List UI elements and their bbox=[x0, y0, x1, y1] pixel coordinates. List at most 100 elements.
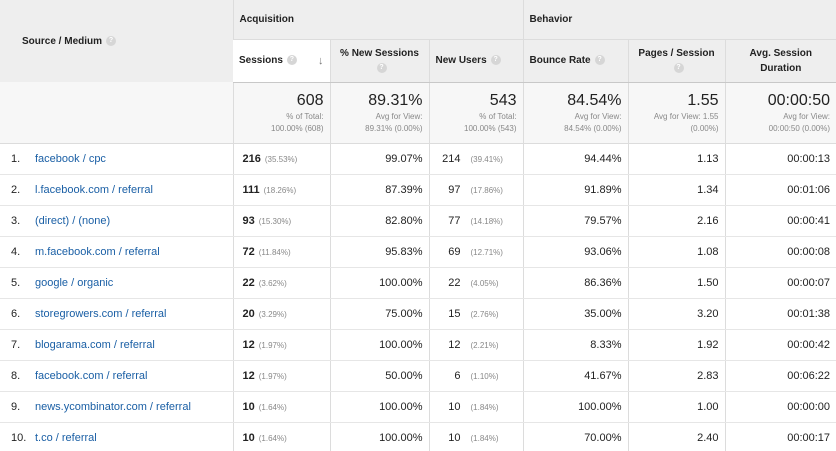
sessions-value: 12 bbox=[242, 369, 255, 382]
bounce-rate-cell: 8.33% bbox=[522, 329, 628, 361]
avg-duration-header[interactable]: Avg. Session Duration bbox=[724, 39, 836, 83]
avg-duration-cell: 00:00:00 bbox=[724, 391, 836, 423]
new-users-value: 77 bbox=[448, 214, 461, 227]
table-row: 8. facebook.com / referral 12 (1.97%) 50.0… bbox=[0, 360, 836, 392]
bounce-rate-cell: 70.00% bbox=[522, 422, 628, 451]
source-cell: 2. l.facebook.com / referral bbox=[0, 174, 233, 206]
source-link[interactable]: l.facebook.com / referral bbox=[35, 183, 153, 196]
sessions-percent: (1.64%) bbox=[258, 433, 287, 443]
sessions-cell: 12 (1.97%) bbox=[232, 329, 330, 361]
source-medium-header[interactable]: Source / Medium? bbox=[0, 0, 233, 82]
sessions-value: 216 bbox=[242, 152, 261, 165]
pages-session-cell: 1.92 bbox=[627, 329, 725, 361]
new-users-value: 10 bbox=[448, 431, 461, 444]
source-link[interactable]: t.co / referral bbox=[35, 431, 97, 444]
source-link[interactable]: news.ycombinator.com / referral bbox=[35, 400, 191, 413]
new-users-percent: (1.84%) bbox=[470, 433, 499, 443]
pages-session-cell: 3.20 bbox=[627, 298, 725, 330]
sessions-header[interactable]: Sessions? ↓ bbox=[233, 39, 330, 83]
sessions-percent: (1.64%) bbox=[258, 402, 287, 412]
pages-session-header[interactable]: Pages / Session? bbox=[627, 39, 725, 83]
source-link[interactable]: blogarama.com / referral bbox=[35, 338, 155, 351]
sessions-cell: 12 (1.97%) bbox=[232, 360, 330, 392]
new-users-value: 6 bbox=[454, 369, 461, 382]
source-link[interactable]: facebook.com / referral bbox=[35, 369, 148, 382]
sessions-percent: (1.97%) bbox=[258, 340, 287, 350]
new-sessions-header[interactable]: % New Sessions? bbox=[329, 39, 429, 83]
help-icon[interactable]: ? bbox=[376, 63, 387, 73]
new-sessions-cell: 95.83% bbox=[329, 236, 429, 268]
bounce-rate-cell: 35.00% bbox=[522, 298, 628, 330]
help-icon[interactable]: ? bbox=[594, 55, 605, 66]
help-icon[interactable]: ? bbox=[673, 63, 684, 73]
total-sessions: 608 % of Total: 100.00% (608) bbox=[232, 82, 330, 144]
new-sessions-cell: 82.80% bbox=[329, 205, 429, 237]
row-index: 1. bbox=[11, 152, 21, 165]
sessions-value: 20 bbox=[242, 307, 255, 320]
table-row: 4. m.facebook.com / referral 72 (11.84%) 9… bbox=[0, 236, 836, 268]
sessions-percent: (18.26%) bbox=[263, 185, 297, 195]
table-row: 3. (direct) / (none) 93 (15.30%) 82.80% 77… bbox=[0, 205, 836, 237]
new-sessions-cell: 99.07% bbox=[329, 143, 429, 175]
new-sessions-cell: 100.00% bbox=[329, 267, 429, 299]
pages-session-cell: 1.08 bbox=[627, 236, 725, 268]
totals-row: 608 % of Total: 100.00% (608) 89.31% Avg… bbox=[0, 82, 836, 144]
new-users-percent: (17.86%) bbox=[470, 185, 503, 195]
table-row: 1. facebook / cpc 216 (35.53%) 99.07% 214 (… bbox=[0, 143, 836, 175]
avg-duration-cell: 00:01:06 bbox=[724, 174, 836, 206]
table-row: 2. l.facebook.com / referral 111 (18.26%) … bbox=[0, 174, 836, 206]
sessions-cell: 93 (15.30%) bbox=[232, 205, 330, 237]
source-cell: 10. t.co / referral bbox=[0, 422, 233, 451]
source-link[interactable]: (direct) / (none) bbox=[35, 214, 111, 227]
new-users-cell: 97 (17.86%) bbox=[428, 174, 523, 206]
row-index: 2. bbox=[11, 183, 21, 196]
source-link[interactable]: m.facebook.com / referral bbox=[35, 245, 160, 258]
avg-duration-cell: 00:00:42 bbox=[724, 329, 836, 361]
sessions-value: 10 bbox=[242, 400, 255, 413]
row-index: 7. bbox=[11, 338, 21, 351]
new-users-percent: (1.84%) bbox=[470, 402, 499, 412]
pages-session-cell: 1.00 bbox=[627, 391, 725, 423]
source-link[interactable]: storegrowers.com / referral bbox=[35, 307, 167, 320]
source-cell: 4. m.facebook.com / referral bbox=[0, 236, 233, 268]
help-icon[interactable]: ? bbox=[286, 54, 297, 65]
new-users-value: 22 bbox=[448, 276, 461, 289]
bounce-rate-header[interactable]: Bounce Rate? bbox=[522, 39, 628, 83]
bounce-rate-cell: 100.00% bbox=[522, 391, 628, 423]
avg-duration-cell: 00:01:38 bbox=[724, 298, 836, 330]
new-users-percent: (14.18%) bbox=[470, 216, 503, 226]
source-link[interactable]: facebook / cpc bbox=[35, 152, 106, 165]
new-sessions-cell: 100.00% bbox=[329, 422, 429, 451]
sessions-value: 12 bbox=[242, 338, 255, 351]
new-users-cell: 15 (2.76%) bbox=[428, 298, 523, 330]
pages-session-cell: 1.34 bbox=[627, 174, 725, 206]
new-users-cell: 10 (1.84%) bbox=[428, 422, 523, 451]
new-users-percent: (4.05%) bbox=[470, 278, 499, 288]
sessions-percent: (3.29%) bbox=[258, 309, 287, 319]
help-icon[interactable]: ? bbox=[490, 55, 501, 66]
source-link[interactable]: google / organic bbox=[35, 276, 114, 289]
new-users-header[interactable]: New Users? bbox=[428, 39, 523, 83]
total-new-sessions: 89.31% Avg for View: 89.31% (0.00%) bbox=[329, 82, 429, 144]
new-users-value: 15 bbox=[448, 307, 461, 320]
table-row: 9. news.ycombinator.com / referral 10 (1.6… bbox=[0, 391, 836, 423]
sessions-value: 72 bbox=[242, 245, 255, 258]
sessions-percent: (15.30%) bbox=[258, 216, 292, 226]
new-users-percent: (2.21%) bbox=[470, 340, 499, 350]
table-row: 6. storegrowers.com / referral 20 (3.29%) … bbox=[0, 298, 836, 330]
new-sessions-cell: 75.00% bbox=[329, 298, 429, 330]
new-users-percent: (1.10%) bbox=[470, 371, 499, 381]
row-index: 9. bbox=[11, 400, 21, 413]
new-users-cell: 69 (12.71%) bbox=[428, 236, 523, 268]
source-cell: 6. storegrowers.com / referral bbox=[0, 298, 233, 330]
sort-desc-icon[interactable]: ↓ bbox=[318, 54, 324, 67]
sessions-cell: 111 (18.26%) bbox=[232, 174, 330, 206]
pages-session-cell: 1.13 bbox=[627, 143, 725, 175]
new-users-percent: (2.76%) bbox=[470, 309, 499, 319]
sessions-percent: (3.62%) bbox=[258, 278, 287, 288]
total-pages-session: 1.55 Avg for View: 1.55 (0.00%) bbox=[627, 82, 725, 144]
help-icon[interactable]: ? bbox=[106, 35, 117, 46]
source-cell: 5. google / organic bbox=[0, 267, 233, 299]
row-index: 5. bbox=[11, 276, 21, 289]
bounce-rate-cell: 79.57% bbox=[522, 205, 628, 237]
